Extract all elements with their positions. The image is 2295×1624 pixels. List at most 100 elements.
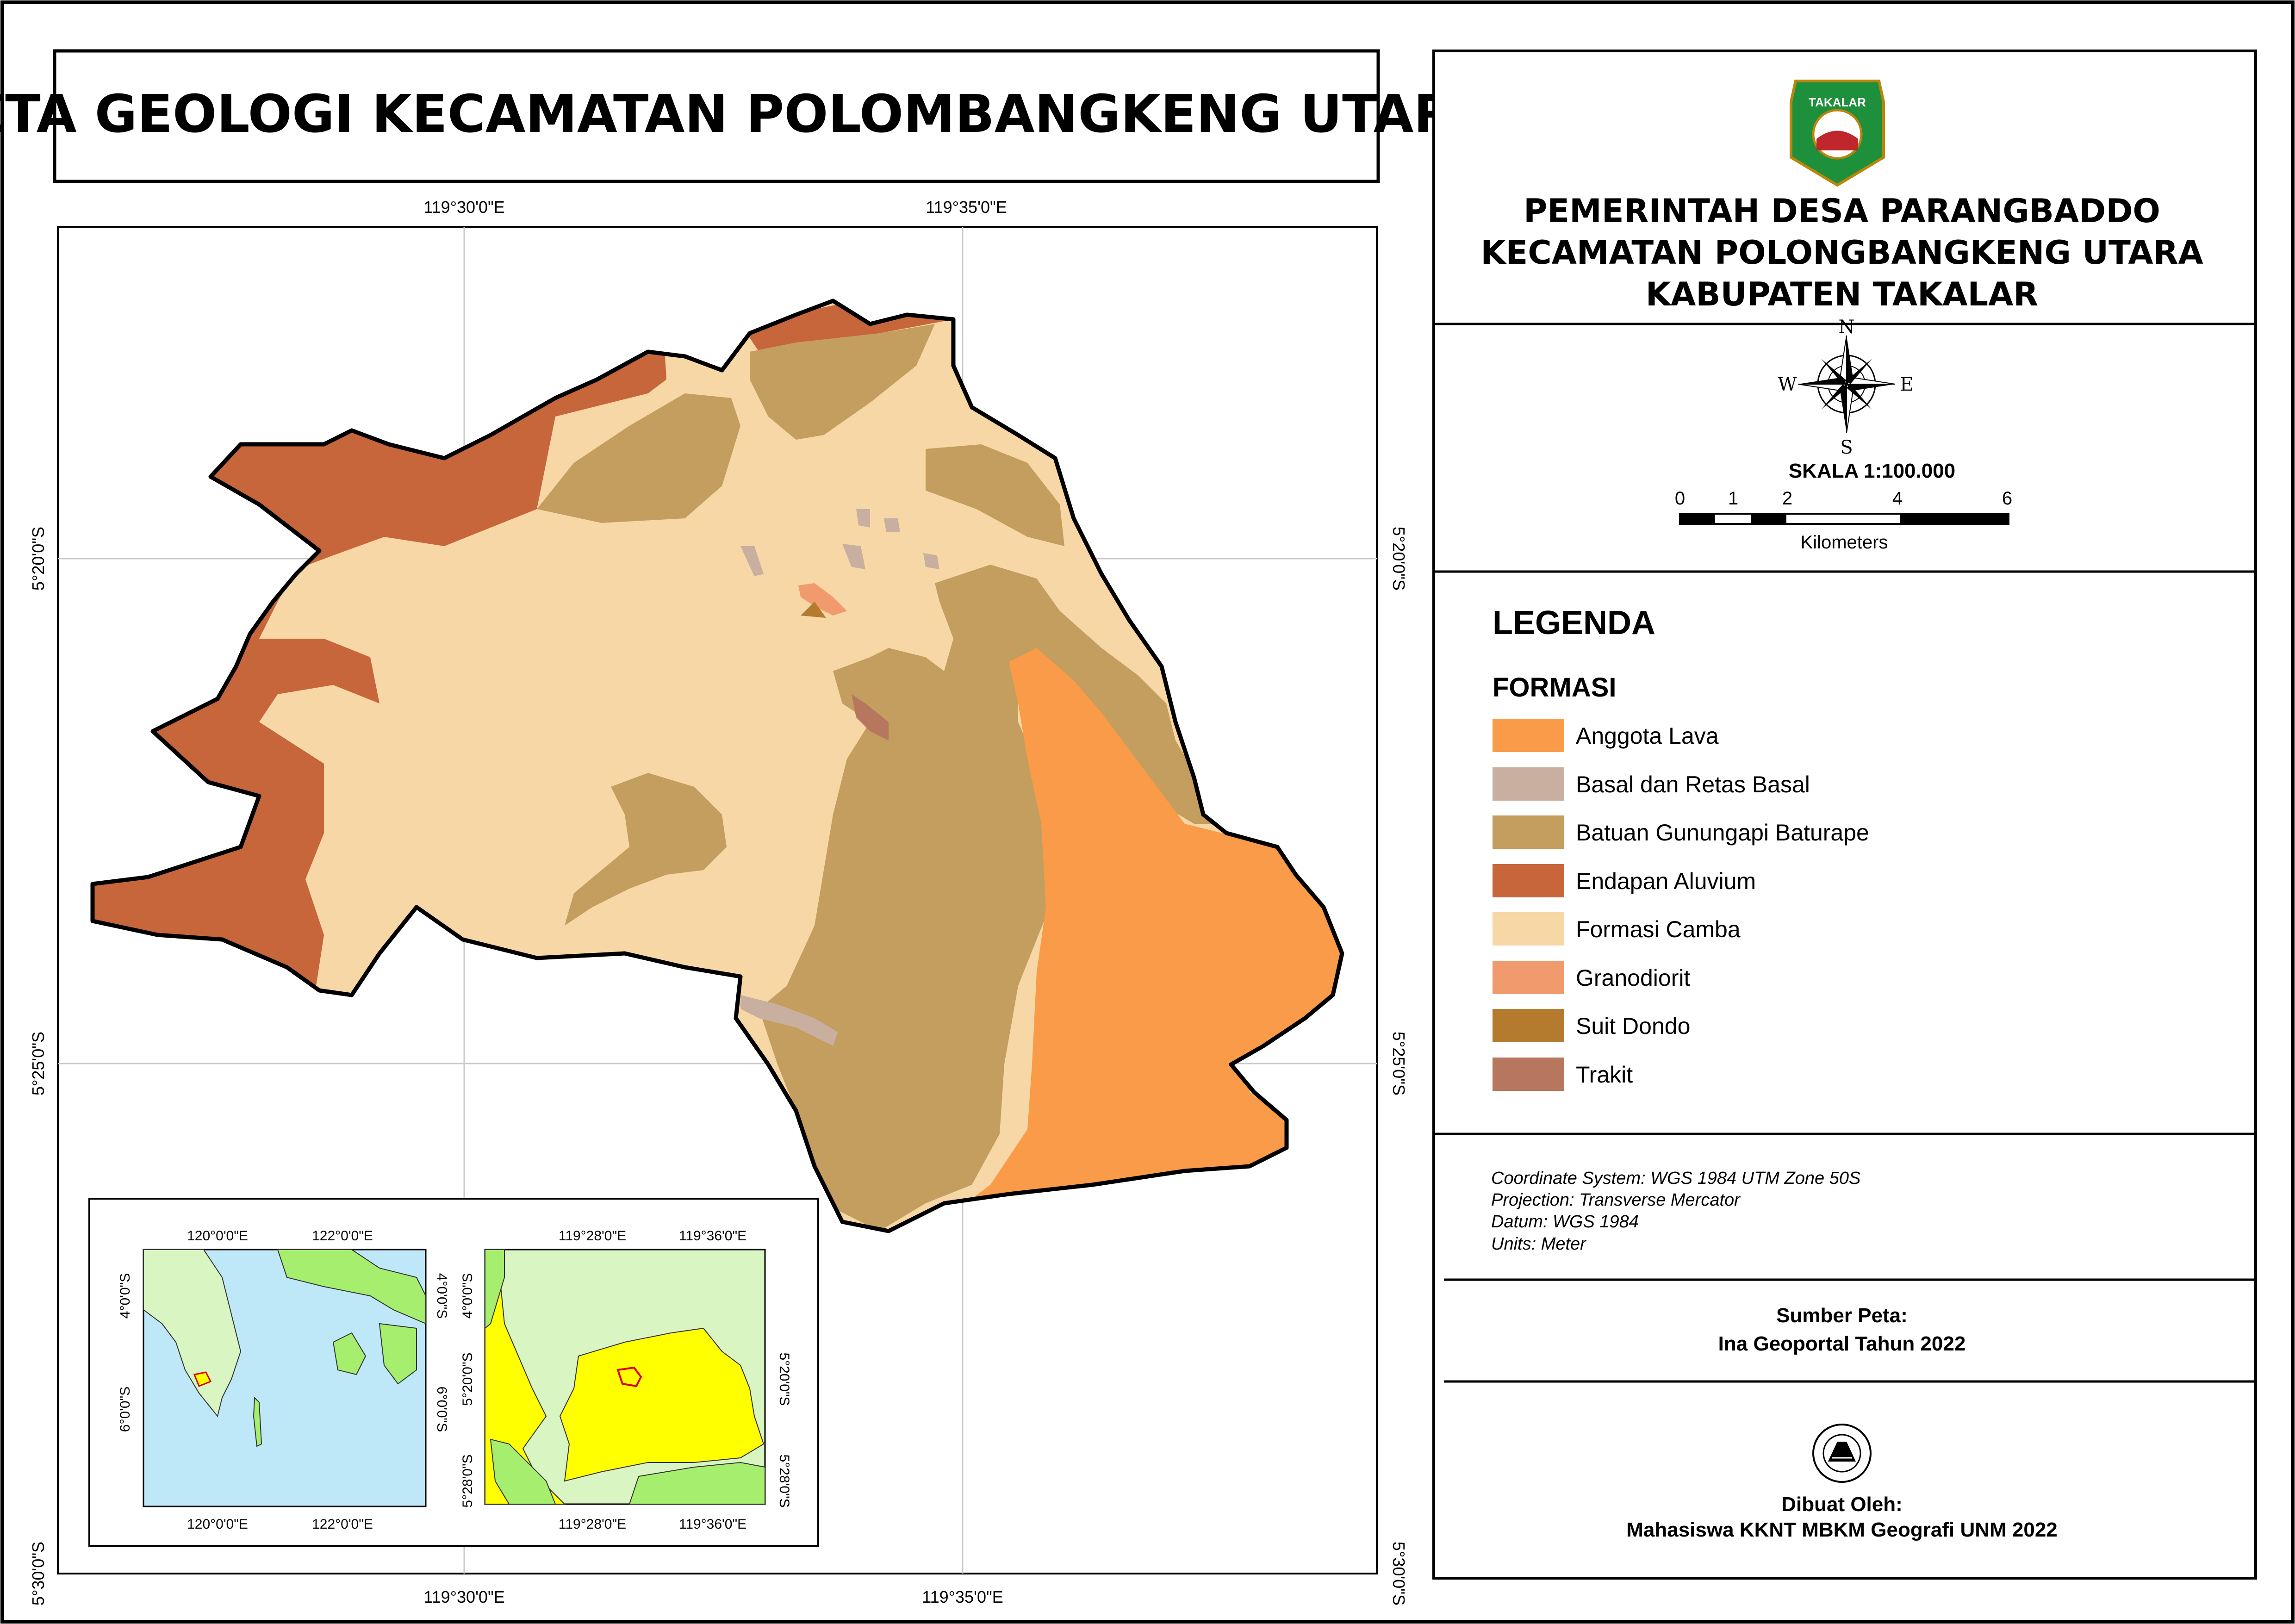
- legend-swatch-7: [1493, 1058, 1564, 1091]
- legend-title: LEGENDA: [1493, 604, 1655, 641]
- inset2-lon-b-bottom: 119°36'0"E: [679, 1517, 746, 1532]
- inset2-yellow-main: [559, 1327, 765, 1482]
- inset2-lon-a-bottom: 119°28'0"E: [559, 1517, 626, 1532]
- header-line2: KECAMATAN POLONGBANGKENG UTARA: [1480, 234, 2203, 272]
- legend-items: Anggota Lava Basal dan Retas Basal Batua…: [1493, 719, 1869, 1091]
- legend-swatch-1: [1493, 767, 1564, 801]
- basal-dot-3: [856, 509, 870, 528]
- inset1-lat-b-right: 6°0'0"S: [434, 1387, 449, 1432]
- inset2-green-south: [628, 1462, 765, 1505]
- legend-label-7: Trakit: [1576, 1062, 1633, 1088]
- basal-dot-1: [740, 546, 764, 576]
- inset1-lat-a-left: 4°0'0"S: [118, 1273, 133, 1319]
- scale-tick-4: 6: [2002, 488, 2012, 509]
- header-line3: KABUPATEN TAKALAR: [1646, 275, 2038, 313]
- takalar-logo: TAKALAR: [1790, 80, 1885, 187]
- legend-swatch-4: [1493, 912, 1564, 946]
- source-label: Sumber Peta:: [1776, 1304, 1908, 1327]
- inset1-lon-a-bottom: 120°0'0"E: [187, 1517, 248, 1532]
- suit-dondo-area: [801, 602, 826, 618]
- scale-tick-3: 4: [1892, 488, 1903, 509]
- inset2-lat-b-left: 5°20'0"S: [460, 1352, 475, 1406]
- trakit-area: [852, 694, 889, 740]
- inset2-green-west: [485, 1249, 505, 1330]
- unm-logo: [1812, 1424, 1872, 1483]
- legend-label-4: Formasi Camba: [1576, 916, 1741, 942]
- legend-swatch-3: [1493, 864, 1564, 897]
- inset2-lat-c-right: 5°28'0"S: [777, 1454, 792, 1507]
- legend-label-5: Granodiorit: [1576, 965, 1690, 991]
- lat-label-right-bottom: 5°30'0"S: [1389, 1542, 1408, 1605]
- legend-swatch-2: [1493, 815, 1564, 849]
- scale-tick-0: 0: [1675, 488, 1685, 509]
- inset1-island-1: [332, 1332, 367, 1375]
- area-outline: [90, 299, 1344, 1233]
- legend-label-3: Endapan Aluvium: [1576, 868, 1756, 894]
- title-box: [53, 49, 1380, 183]
- legend-swatch-0: [1493, 719, 1564, 752]
- inset1-lat-b-left: 6°0'0"S: [118, 1387, 133, 1432]
- scale-bar: [1679, 513, 2009, 525]
- inset1-lon-a-top: 120°0'0"E: [187, 1228, 248, 1244]
- legend-label-0: Anggota Lava: [1576, 723, 1719, 749]
- inset2-lon-a-top: 119°28'0"E: [559, 1228, 626, 1244]
- legend-label-6: Suit Dondo: [1576, 1013, 1690, 1039]
- basal-dot-2: [842, 544, 865, 569]
- author-label: Dibuat Oleh:: [1781, 1493, 1903, 1516]
- inset2-lat-a-left: 4°0'0"S: [460, 1273, 475, 1319]
- inset-map-2: 119°28'0"E 119°36'0"E 119°28'0"E 119°36'…: [460, 1228, 792, 1532]
- inset2-study-area: [616, 1366, 642, 1388]
- basal-dot-4: [884, 518, 900, 532]
- author-value: Mahasiswa KKNT MBKM Geografi UNM 2022: [1626, 1518, 2058, 1541]
- inset1-selection: [193, 1371, 212, 1387]
- inset1-sulawesi: [143, 1249, 242, 1418]
- coord-projection: Projection: Transverse Mercator: [1491, 1190, 1741, 1210]
- inset1-island-3: [253, 1396, 262, 1447]
- scale-tick-1: 1: [1728, 488, 1738, 509]
- coord-system: Coordinate System: WGS 1984 UTM Zone 50S: [1491, 1169, 1860, 1188]
- svg-text:W: W: [1778, 374, 1797, 395]
- svg-text:N: N: [1839, 317, 1855, 338]
- inset1-lon-b-bottom: 122°0'0"E: [312, 1517, 373, 1532]
- inset2-lat-b-right: 5°20'0"S: [777, 1352, 792, 1406]
- legend-label-1: Basal dan Retas Basal: [1576, 772, 1810, 797]
- svg-text:E: E: [1900, 374, 1913, 395]
- legend-subtitle: FORMASI: [1493, 672, 1616, 703]
- svg-text:S: S: [1840, 437, 1853, 458]
- basal-strip: [740, 995, 838, 1046]
- granodiorit-area: [798, 583, 847, 616]
- header-line1: PEMERINTAH DESA PARANGBADDO: [1524, 192, 2160, 230]
- legend-swatch-6: [1493, 1009, 1564, 1042]
- coord-units: Units: Meter: [1491, 1234, 1586, 1254]
- legend-label-2: Batuan Gunungapi Baturape: [1576, 820, 1869, 846]
- inset2-green-strip: [490, 1438, 556, 1505]
- inset1-lon-b-top: 122°0'0"E: [312, 1228, 373, 1244]
- lat-label-left-mid: 5°25'0"S: [29, 1032, 48, 1095]
- map-title: PETA GEOLOGI KECAMATAN POLOMBANGKENG UTA…: [0, 84, 1494, 144]
- source-value: Ina Geoportal Tahun 2022: [1718, 1332, 1966, 1355]
- lat-label-left-bottom: 5°30'0"S: [29, 1542, 48, 1605]
- inset2-lon-b-top: 119°36'0"E: [679, 1228, 746, 1244]
- lat-label-left-top: 5°20'0"S: [29, 527, 48, 591]
- scale-tick-2: 2: [1782, 488, 1792, 509]
- lon-label-bottom-left: 119°30'0"E: [423, 1587, 505, 1606]
- inset1-island-2: [379, 1323, 417, 1385]
- svg-text:TAKALAR: TAKALAR: [1809, 95, 1866, 109]
- basal-dot-5: [923, 553, 939, 569]
- baturape-ne: [750, 324, 935, 440]
- baturape-north: [537, 393, 740, 523]
- legend-swatch-5: [1493, 961, 1564, 994]
- scale-unit: Kilometers: [1801, 532, 1888, 553]
- inset1-lat-a-right: 4°0'0"S: [434, 1273, 449, 1319]
- lat-label-right-top: 5°20'0"S: [1389, 527, 1408, 591]
- coord-datum: Datum: WGS 1984: [1491, 1212, 1639, 1232]
- lon-label-top-right: 119°35'0"E: [926, 198, 1007, 217]
- inset2-lat-c-left: 5°28'0"S: [460, 1454, 475, 1507]
- scale-label: SKALA 1:100.000: [1789, 460, 1955, 482]
- inset1-east-land: [277, 1249, 426, 1325]
- baturape-center: [565, 773, 727, 926]
- lon-label-bottom-right: 119°35'0"E: [922, 1587, 1003, 1606]
- lon-label-top-left: 119°30'0"E: [423, 198, 505, 217]
- north-arrow: N S E W: [1778, 317, 1913, 458]
- baturape-east-strip: [926, 444, 1064, 546]
